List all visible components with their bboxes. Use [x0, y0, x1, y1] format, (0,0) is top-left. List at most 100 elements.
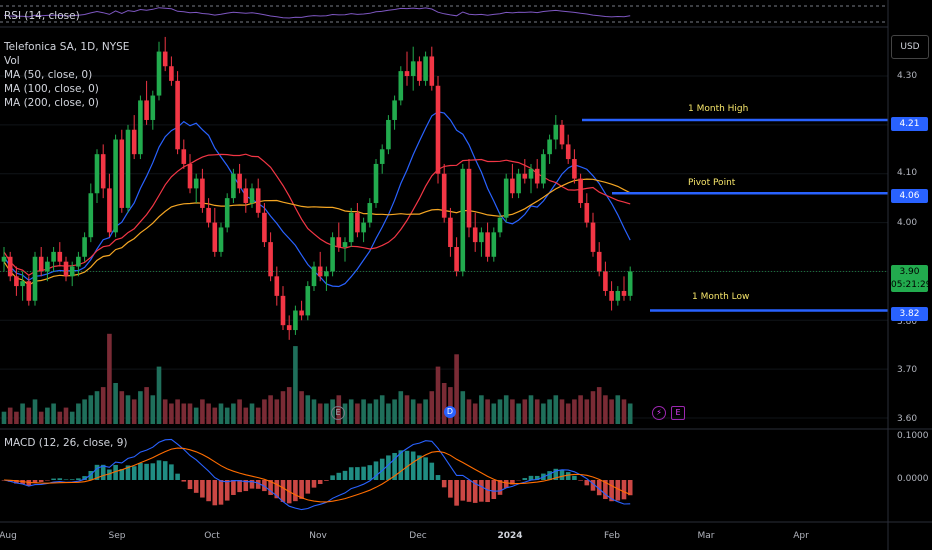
candle-body [1, 256, 7, 262]
candle-body [255, 188, 261, 213]
candle-body [361, 222, 366, 233]
macd-histogram-bar [553, 468, 559, 480]
earnings-upcoming-icon[interactable]: E [671, 406, 685, 420]
macd-histogram-bar [94, 464, 100, 480]
macd-histogram-bar [324, 480, 329, 481]
ma50-label[interactable]: MA (50, close, 0) [4, 69, 93, 81]
candle-body [249, 188, 255, 204]
volume-bar [596, 387, 602, 424]
volume-bar [373, 399, 379, 424]
time-tick: 2024 [497, 531, 523, 541]
currency-button[interactable]: USD [891, 35, 929, 59]
volume-bar [280, 391, 286, 424]
volume-bar [417, 403, 422, 424]
candle-body [435, 85, 441, 174]
pivot-annotation[interactable]: Pivot Point [688, 178, 736, 188]
earnings-event-icon[interactable]: E [331, 406, 345, 420]
volume-bar [224, 407, 230, 424]
volume-bar [187, 403, 193, 424]
candle-body [45, 261, 50, 272]
dividend-event-icon[interactable]: D [444, 406, 456, 418]
candle-body [404, 71, 410, 76]
volume-bar [243, 407, 249, 424]
macd-histogram-bar [32, 480, 38, 483]
volume-bar [379, 395, 385, 424]
volume-bar [51, 403, 56, 424]
volume-bar [305, 395, 311, 424]
volume-bar [113, 383, 118, 424]
price-tick: 4.30 [897, 71, 918, 81]
volume-bar [76, 403, 81, 424]
macd-histogram-bar [100, 464, 106, 480]
price-tick: 3.80 [897, 317, 918, 327]
candle-body [175, 80, 180, 150]
candle-body [596, 251, 602, 272]
candle-body [57, 251, 63, 262]
macd-histogram-bar [609, 480, 614, 502]
macd-histogram-bar [125, 465, 131, 480]
candle-body [181, 149, 187, 164]
volume-bar [485, 399, 490, 424]
macd-legend[interactable]: MACD (12, 26, close, 9) [4, 436, 127, 450]
month-high-annotation[interactable]: 1 Month High [688, 104, 749, 114]
candle-body [193, 178, 199, 189]
macd-histogram-bar [231, 480, 236, 495]
candle-body [510, 178, 515, 194]
candle-body [280, 295, 286, 326]
candle-body [553, 124, 559, 140]
volume-bar [88, 395, 94, 424]
macd-histogram-bar [423, 457, 428, 480]
last-price-badge: 3.90 [891, 265, 928, 279]
macd-histogram-bar [454, 480, 459, 506]
candle-body [32, 256, 38, 301]
candle-body [231, 173, 236, 199]
volume-bar [342, 403, 348, 424]
candle-body [516, 173, 521, 194]
candle-body [547, 139, 552, 155]
volume-bar [206, 403, 211, 424]
macd-histogram-bar [82, 476, 87, 480]
candle-body [367, 203, 373, 223]
volume-bar [609, 399, 614, 424]
volume-bar [94, 391, 100, 424]
macd-histogram-bar [119, 469, 125, 480]
candle-body [330, 237, 335, 272]
candle-body [150, 95, 156, 120]
symbol-label[interactable]: Telefonica SA, 1D, NYSE [4, 41, 130, 53]
volume-bar [423, 399, 428, 424]
macd-histogram-bar [510, 480, 515, 485]
vol-label[interactable]: Vol [4, 55, 20, 67]
chart-legend[interactable]: Telefonica SA, 1D, NYSE Vol MA (50, clos… [4, 40, 129, 110]
volume-bar [1, 411, 7, 424]
split-event-icon[interactable]: ⚡ [652, 406, 666, 420]
candle-body [479, 232, 484, 243]
macd-histogram-bar [386, 455, 391, 480]
macd-pane [1, 438, 633, 511]
candle-body [7, 256, 13, 277]
volume-bar [435, 366, 441, 424]
month-low-annotation[interactable]: 1 Month Low [692, 292, 750, 302]
candle-body [460, 168, 466, 272]
macd-histogram-bar [491, 480, 497, 499]
time-tick: Apr [793, 531, 809, 541]
volume-bar [615, 395, 621, 424]
macd-label[interactable]: MACD (12, 26, close, 9) [4, 437, 128, 449]
macd-histogram-bar [162, 461, 168, 480]
volume-bar [429, 391, 435, 424]
macd-histogram-bar [131, 466, 137, 480]
candle-body [373, 163, 379, 204]
countdown-badge: 05:21:29 [891, 278, 932, 292]
macd-histogram-bar [342, 470, 348, 480]
macd-histogram-bar [361, 466, 366, 480]
volume-bar [82, 399, 87, 424]
candle-body [218, 227, 224, 252]
macd-histogram-bar [528, 475, 534, 480]
ma200-label[interactable]: MA (200, close, 0) [4, 97, 99, 109]
ma100-label[interactable]: MA (100, close, 0) [4, 83, 99, 95]
volume-bar [348, 399, 354, 424]
macd-histogram-bar [262, 480, 267, 492]
volume-bar [522, 399, 528, 424]
candle-body [311, 266, 317, 287]
candle-body [609, 290, 614, 301]
